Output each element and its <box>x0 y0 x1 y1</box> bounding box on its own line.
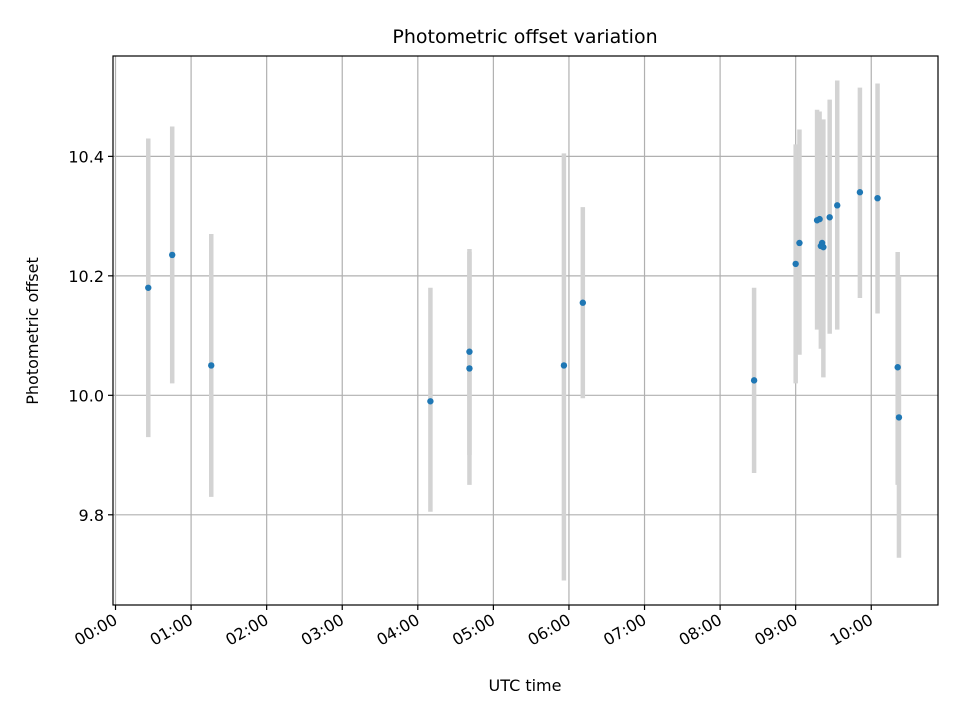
y-tick-label: 10.4 <box>68 147 104 166</box>
data-point <box>894 364 901 371</box>
data-points <box>145 189 903 421</box>
data-point <box>874 194 881 202</box>
plot-frame <box>112 55 939 606</box>
data-point <box>750 377 758 384</box>
y-tick-label: 10.0 <box>68 386 104 405</box>
data-point <box>427 398 434 405</box>
data-point <box>816 215 823 223</box>
data-point <box>208 362 215 369</box>
data-point <box>826 214 833 221</box>
plot-area <box>113 56 938 605</box>
data-point <box>792 260 799 268</box>
data-point <box>560 362 568 369</box>
data-point <box>856 189 864 196</box>
data-point <box>579 299 587 306</box>
chart-title: Photometric offset variation <box>392 26 657 48</box>
data-point <box>145 284 152 291</box>
data-point <box>466 365 473 372</box>
data-point <box>834 202 841 209</box>
data-point <box>820 243 827 251</box>
data-point <box>895 414 903 421</box>
data-point <box>168 251 176 259</box>
data-point <box>466 348 473 355</box>
y-tick-label: 9.8 <box>79 506 104 525</box>
x-axis-title: UTC time <box>489 676 562 695</box>
y-axis-ticks: 9.8 10.0 10.2 10.4 <box>68 147 113 525</box>
data-point <box>796 239 803 247</box>
y-tick-label: 10.2 <box>68 267 104 286</box>
y-axis-title: Photometric offset <box>23 257 42 405</box>
